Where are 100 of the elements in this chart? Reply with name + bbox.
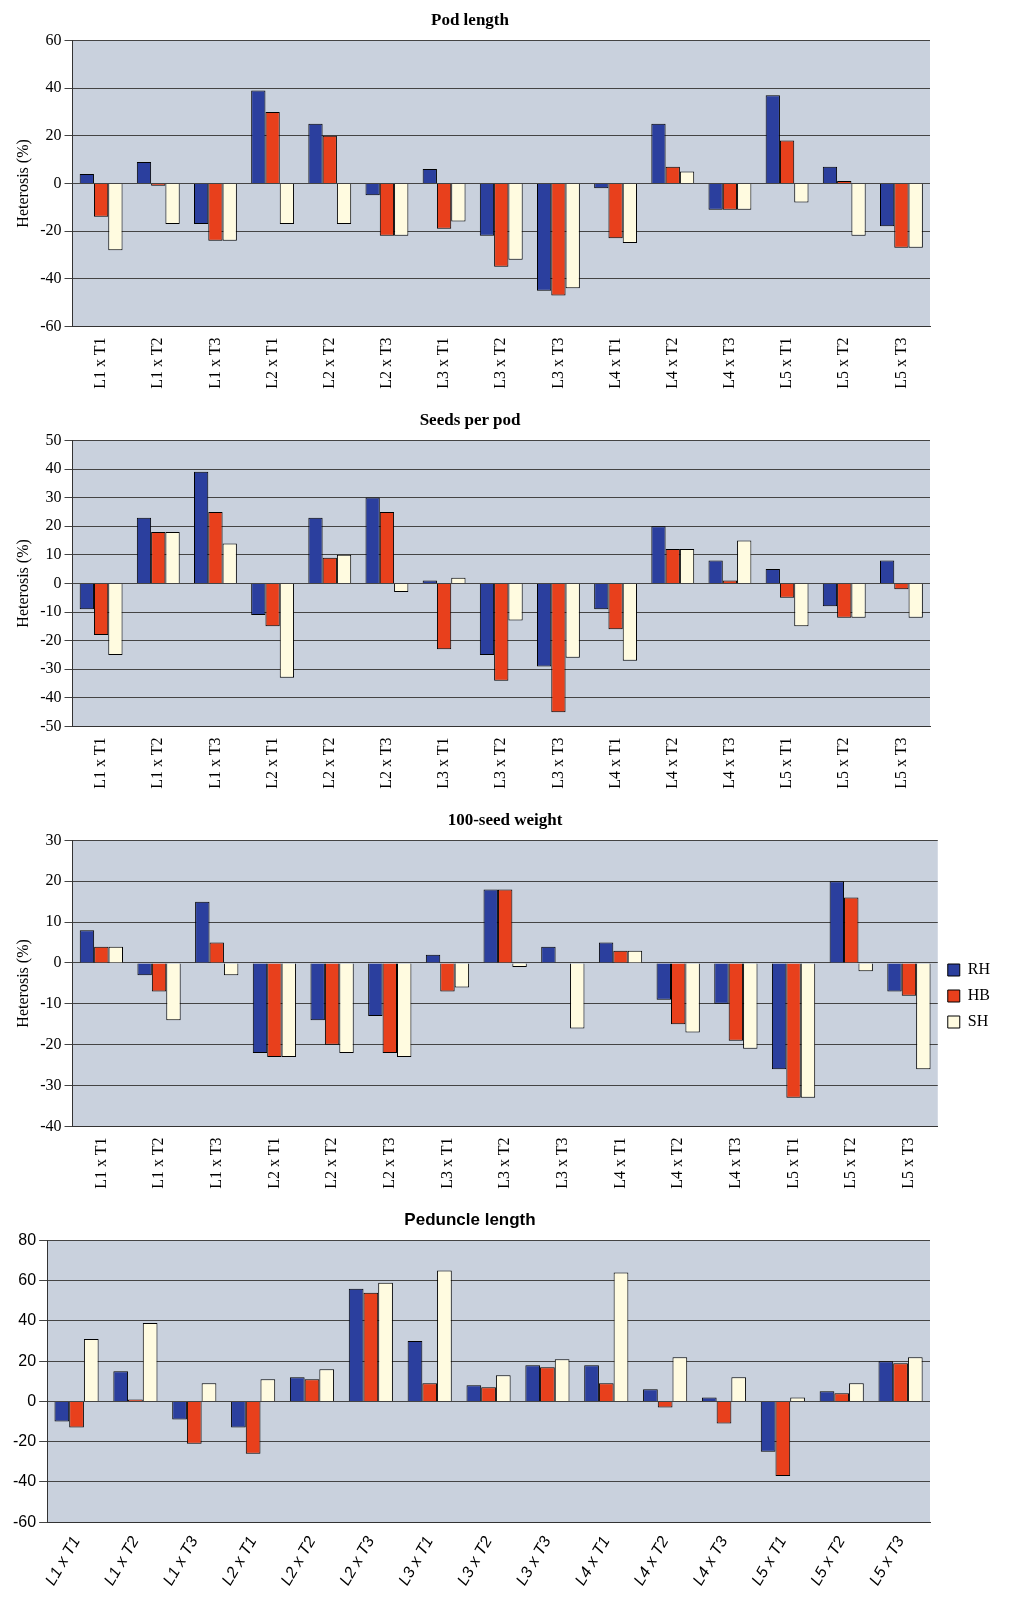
x-tick-label: L2 x T3 [335,1533,378,1588]
x-tick-label: L5 x T3 [865,1533,908,1588]
x-tick-label: L4 x T3 [726,1137,744,1189]
chart-title: Pod length [431,9,510,29]
legend-label: RH [967,960,991,978]
x-tick-label: L3 x T2 [495,1137,513,1189]
x-tick-label: L2 x T1 [264,1137,282,1189]
x-tick-label: L1 x T2 [148,337,166,389]
y-tick-label: -30 [40,659,62,677]
x-tick-label: L5 x T1 [747,1533,790,1588]
x-tick-label: L4 x T1 [571,1533,613,1588]
y-axis-title: Heterosis (%) [13,939,32,1028]
y-tick-label: -20 [40,1034,62,1052]
y-tick-label: -50 [40,716,62,734]
y-tick-label: 0 [53,953,62,971]
x-tick-label: L4 x T2 [630,1533,672,1588]
x-tick-label: L1 x T2 [148,737,166,789]
x-tick-label: L3 x T1 [434,737,452,789]
x-tick-label: L3 x T1 [437,1137,455,1189]
y-tick-label: 0 [27,1391,37,1409]
x-tick-label: L4 x T1 [605,337,623,389]
y-tick-label: 20 [45,125,62,143]
y-tick-label: 20 [45,516,62,534]
y-tick-label: 20 [45,871,62,889]
y-axis-title: Heterosis (%) [13,539,32,628]
y-tick-label: -30 [40,1075,62,1093]
x-tick-label: L3 x T2 [491,737,509,789]
y-tick-label: 40 [18,1311,37,1329]
y-tick-label: -60 [13,1512,37,1530]
x-tick-label: L3 x T1 [434,337,452,389]
x-tick-label: L2 x T1 [218,1533,260,1588]
x-tick-label: L1 x T1 [91,337,109,389]
x-tick-label: L2 x T2 [319,737,337,789]
y-tick-label: 60 [45,30,62,48]
y-tick-label: -40 [40,1116,62,1134]
y-tick-label: 80 [18,1230,37,1248]
x-tick-label: L3 x T3 [553,1137,571,1189]
x-tick-label: L1 x T3 [206,1137,224,1189]
legend-label: SH [967,1012,989,1030]
x-tick-label: L1 x T3 [205,337,223,389]
y-tick-label: -20 [13,1432,37,1450]
x-tick-label: L2 x T3 [377,337,395,389]
x-tick-label: L2 x T2 [319,337,337,389]
x-tick-label: L2 x T3 [377,737,395,789]
x-tick-label: L5 x T2 [834,737,852,789]
x-tick-label: L4 x T2 [662,737,680,789]
x-tick-label: L2 x T2 [322,1137,340,1189]
x-tick-label: L1 x T1 [91,1137,109,1189]
x-tick-label: L2 x T1 [262,737,280,789]
y-tick-label: 10 [45,545,62,563]
y-tick-label: -40 [40,688,62,706]
x-tick-label: L1 x T1 [91,737,109,789]
legend-label: HB [967,986,991,1004]
x-tick-label: L4 x T2 [662,337,680,389]
x-tick-label: L3 x T2 [453,1533,496,1588]
x-tick-label: L4 x T2 [668,1137,686,1189]
y-tick-label: -40 [40,268,62,286]
x-tick-label: L4 x T1 [610,1137,628,1189]
chart-title: Peduncle length [404,1209,536,1229]
x-tick-label: L5 x T1 [783,1137,801,1189]
chart-title: 100-seed weight [447,809,563,829]
x-tick-label: L2 x T1 [262,337,280,389]
y-tick-label: 0 [53,173,62,191]
x-tick-label: L1 x T2 [149,1137,167,1189]
x-tick-label: L5 x T2 [834,337,852,389]
x-tick-label: L5 x T1 [777,737,795,789]
x-tick-label: L3 x T2 [491,337,509,389]
y-tick-label: -60 [40,316,62,334]
x-tick-label: L1 x T3 [205,737,223,789]
y-tick-label: -20 [40,221,62,239]
x-tick-label: L5 x T3 [891,737,909,789]
x-tick-label: L3 x T3 [512,1533,554,1588]
x-tick-label: L1 x T2 [100,1533,142,1588]
y-tick-label: 30 [45,830,62,848]
x-tick-label: L2 x T3 [379,1137,397,1189]
y-tick-label: 60 [18,1271,37,1289]
y-tick-label: 30 [45,487,62,505]
y-tick-label: -10 [40,994,62,1012]
x-tick-label: L2 x T2 [277,1533,319,1588]
y-tick-label: 40 [45,78,62,96]
y-tick-label: 0 [53,573,62,591]
x-tick-label: L1 x T3 [159,1533,201,1588]
y-axis-title: Heterosis (%) [13,139,32,228]
y-tick-label: 50 [45,430,62,448]
x-tick-label: L5 x T1 [777,337,795,389]
y-tick-label: 40 [45,459,62,477]
x-tick-label: L4 x T3 [720,337,738,389]
x-tick-label: L5 x T2 [806,1533,849,1588]
x-tick-label: L3 x T3 [548,337,566,389]
x-tick-label: L1 x T1 [41,1533,84,1588]
y-tick-label: 10 [45,912,62,930]
y-tick-label: -10 [40,602,62,620]
y-tick-label: 20 [18,1351,37,1369]
x-tick-label: L5 x T3 [899,1137,917,1189]
y-tick-label: -20 [40,630,62,648]
x-tick-label: L4 x T1 [605,737,623,789]
x-tick-label: L4 x T3 [689,1533,731,1588]
x-tick-label: L3 x T1 [394,1533,437,1588]
x-tick-label: L5 x T3 [891,337,909,389]
chart-title: Seeds per pod [419,409,521,429]
